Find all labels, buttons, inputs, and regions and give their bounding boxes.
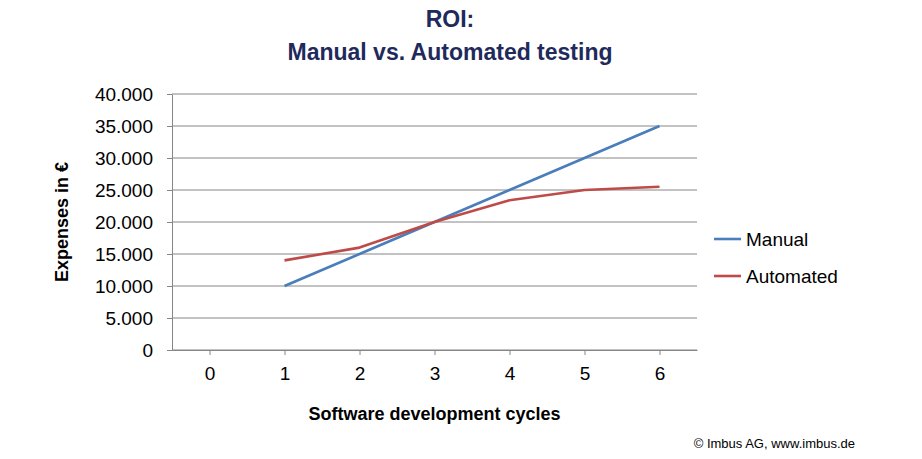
tick-label: 10.000 [95,276,153,297]
title: Manual vs. Automated testing [287,39,612,65]
tick-mark [210,350,211,355]
tick-mark [285,350,286,355]
tick-mark [510,350,511,355]
grid-line [172,158,697,159]
tick-label: 5 [580,363,591,384]
tick: 40.000 [95,84,172,105]
legend-swatch [714,275,741,278]
tick-mark [167,158,172,159]
tick: 6 [655,350,666,384]
x-axis: 0 1 2 3 4 5 6 [173,350,698,384]
tick-label: 1 [280,363,291,384]
tick-mark [360,350,361,355]
tick-mark [167,254,172,255]
legend-label: Automated [746,266,838,287]
series-line [285,126,660,286]
series-line [285,187,660,261]
tick-mark [167,350,172,351]
tick: 30.000 [95,148,172,169]
y-axis: 0 5.000 10.000 15.000 20.000 25.000 30.000 35.0… [95,84,173,361]
legend-label: Manual [746,229,808,250]
tick: 5.000 [105,308,172,329]
grid-line [172,94,697,95]
tick-label: 25.000 [95,180,153,201]
legend-swatch [714,238,741,241]
tick-label: 6 [655,363,666,384]
tick: 1 [280,350,291,384]
tick: 4 [505,350,516,384]
legend: Manual Automated [714,229,838,287]
tick-mark [660,350,661,355]
tick-mark [167,318,172,319]
tick-label: 20.000 [95,212,153,233]
annotation: © Imbus AG, www.imbus.de [694,436,855,451]
tick-label: 2 [355,363,366,384]
tick-mark [167,94,172,95]
tick: 0 [142,340,172,361]
plot-area [285,126,660,286]
x-axis-title: Software development cycles [308,404,560,424]
tick: 20.000 [95,212,172,233]
tick: 2 [355,350,366,384]
grid-line [172,286,697,287]
y-axis-title: Expenses in € [52,162,72,282]
tick-label: 35.000 [95,116,153,137]
chart: ROI:Manual vs. Automated testing05.00010… [0,0,922,459]
tick-label: 3 [430,363,441,384]
grid-line [172,126,697,127]
grid [172,94,697,350]
tick-mark [585,350,586,355]
tick-label: 15.000 [95,244,153,265]
tick-mark [167,126,172,127]
title: ROI: [426,6,475,32]
tick: 3 [430,350,441,384]
tick-mark [167,190,172,191]
tick: 25.000 [95,180,172,201]
tick-label: 0 [205,363,216,384]
tick-mark [167,222,172,223]
tick: 15.000 [95,244,172,265]
tick: 0 [205,350,216,384]
tick-label: 5.000 [105,308,153,329]
tick-label: 40.000 [95,84,153,105]
grid-line [172,318,697,319]
tick: 35.000 [95,116,172,137]
tick-mark [435,350,436,355]
tick: 10.000 [95,276,172,297]
tick-mark [167,286,172,287]
grid-line [172,254,697,255]
tick-label: 4 [505,363,516,384]
tick: 5 [580,350,591,384]
tick-label: 30.000 [95,148,153,169]
tick-label: 0 [142,340,153,361]
axis-line [172,95,173,351]
